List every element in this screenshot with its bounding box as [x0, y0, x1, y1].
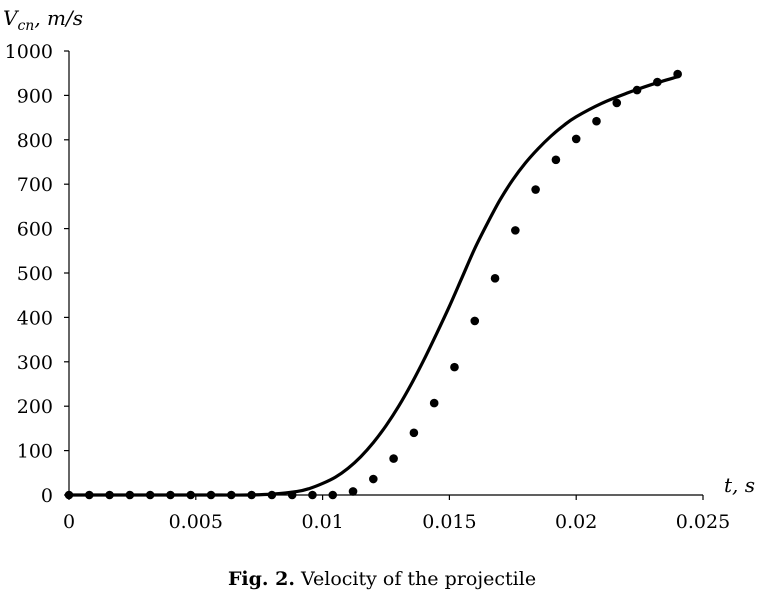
x-axis-title: t, s [724, 473, 755, 497]
data-point [267, 490, 277, 500]
axes [64, 50, 704, 500]
velocity-chart: Vcn, m/s t, s 0 100 200 300 400 500 600 700 800 9… [3, 6, 755, 533]
data-point [429, 398, 439, 408]
x-tick-label: 0 [63, 511, 75, 533]
y-tick-label: 1000 [5, 41, 53, 63]
data-point [64, 490, 74, 500]
data-point [653, 77, 662, 87]
data-point [186, 490, 196, 500]
x-tick-label: 0.02 [555, 511, 597, 533]
data-point [227, 490, 236, 500]
figure-caption-text: Velocity of the projectile [295, 568, 537, 590]
data-point [632, 85, 642, 95]
y-axis-title: Vcn, m/s [3, 6, 83, 34]
data-point [145, 490, 155, 500]
x-tick-label: 0.015 [422, 511, 476, 533]
data-point [206, 490, 216, 500]
data-point [328, 490, 338, 500]
data-point [571, 134, 581, 144]
data-point [247, 490, 256, 500]
y-tick-label: 800 [17, 130, 53, 152]
data-point [287, 490, 297, 500]
data-point [470, 316, 480, 326]
data-point [348, 487, 358, 496]
data-point [490, 274, 500, 283]
data-point [612, 98, 622, 108]
data-point [105, 490, 114, 500]
data-point [84, 490, 94, 500]
y-tick-label: 500 [17, 263, 53, 285]
y-tick-label: 100 [17, 441, 53, 463]
data-point [450, 362, 459, 372]
figure-label: Fig. 2. [227, 568, 295, 590]
data-points-layer [64, 69, 682, 500]
data-point [308, 490, 317, 500]
x-tick-label: 0.01 [301, 511, 343, 533]
data-point [511, 226, 520, 235]
fit-curve-layer [67, 75, 680, 497]
tick-labels: 0 100 200 300 400 500 600 700 800 900 1000 0 0.005 0.… [5, 41, 731, 533]
data-point [673, 69, 682, 79]
x-tick-label: 0.005 [169, 511, 223, 533]
y-tick-label: 900 [17, 85, 53, 107]
data-point [551, 155, 561, 165]
data-point [389, 454, 398, 463]
data-point [166, 490, 175, 500]
data-point [531, 185, 540, 194]
y-tick-label: 300 [17, 352, 53, 374]
x-tick-label: 0.025 [676, 511, 730, 533]
x-axis-label: t, s [724, 473, 755, 497]
y-tick-label: 400 [17, 307, 53, 329]
data-point [125, 490, 135, 500]
data-point [592, 116, 601, 126]
data-point [369, 474, 378, 484]
data-point [409, 428, 419, 438]
y-axis-label: Vcn, m/s [3, 6, 83, 34]
figure-caption: Fig. 2. Velocity of the projectile [0, 568, 764, 590]
y-tick-label: 200 [17, 396, 53, 418]
y-tick-label: 700 [17, 174, 53, 196]
fit-curve [67, 75, 680, 497]
y-tick-label: 600 [17, 219, 53, 241]
y-tick-label: 0 [41, 485, 53, 507]
